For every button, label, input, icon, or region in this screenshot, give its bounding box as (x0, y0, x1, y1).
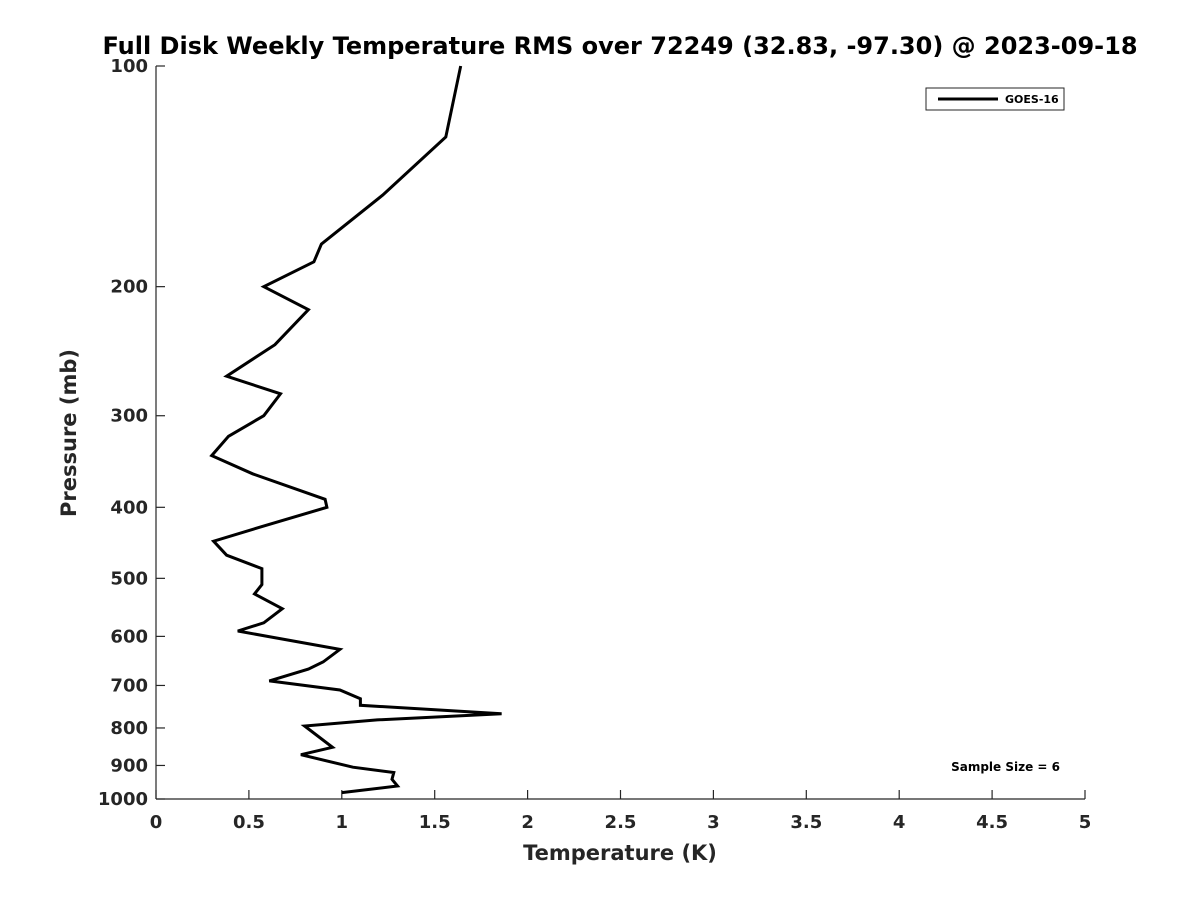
chart-title: Full Disk Weekly Temperature RMS over 72… (102, 32, 1137, 60)
x-tick-label: 2 (521, 812, 534, 833)
y-tick-label: 1000 (98, 789, 148, 810)
x-tick-label: 4 (893, 812, 906, 833)
y-tick-label: 600 (110, 626, 148, 647)
y-axis-label: Pressure (mb) (57, 349, 81, 517)
y-tick-label: 800 (110, 718, 148, 739)
x-tick-label: 0.5 (233, 812, 265, 833)
x-tick-label: 1.5 (419, 812, 451, 833)
series-layer (209, 65, 502, 795)
x-tick-label: 4.5 (976, 812, 1008, 833)
x-tick-label: 1 (336, 812, 349, 833)
sample-size-annotation: Sample Size = 6 (951, 760, 1060, 774)
legend-entry-goes-16: GOES-16 (1005, 93, 1059, 106)
y-tick-label: 300 (110, 406, 148, 427)
axes-background (156, 66, 1085, 799)
x-tick-label: 5 (1079, 812, 1092, 833)
y-tick-label: 700 (110, 675, 148, 696)
y-tick-label: 200 (110, 277, 148, 298)
plot-area: 0 0.5 1 1.5 2 2.5 3 3.5 4 4.5 5 100 200 300 400 500 600… (98, 56, 1091, 833)
y-tick-label: 900 (110, 755, 148, 776)
x-tick-label: 3.5 (790, 812, 822, 833)
y-tick-label: 100 (110, 56, 148, 77)
y-tick-label: 500 (110, 568, 148, 589)
x-tick-label: 0 (150, 812, 163, 833)
x-axis-label: Temperature (K) (523, 841, 717, 865)
x-tick-label: 3 (707, 812, 720, 833)
series-line-goes-16 (209, 65, 502, 795)
legend: GOES-16 (925, 87, 1065, 111)
y-tick-label: 400 (110, 497, 148, 518)
y-ticks: 100 200 300 400 500 600 700 800 900 1000 (98, 56, 165, 810)
x-ticks: 0 0.5 1 1.5 2 2.5 3 3.5 4 4.5 5 (150, 790, 1092, 833)
x-tick-label: 2.5 (605, 812, 637, 833)
